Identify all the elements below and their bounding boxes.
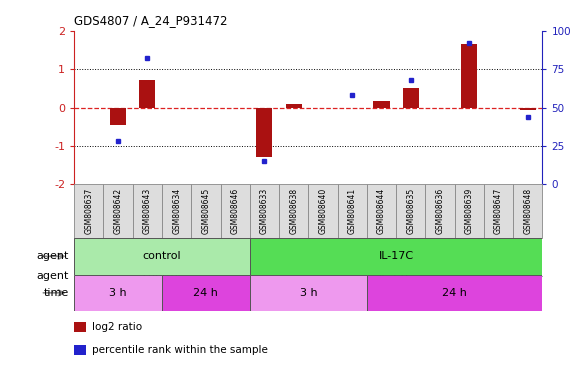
Bar — [367, 275, 542, 311]
Bar — [337, 184, 367, 238]
Bar — [74, 275, 162, 311]
Bar — [74, 238, 250, 275]
Text: GSM808639: GSM808639 — [465, 188, 474, 234]
Text: control: control — [143, 271, 182, 281]
Text: GSM808636: GSM808636 — [436, 188, 445, 234]
Bar — [162, 275, 250, 311]
Bar — [425, 184, 455, 238]
Text: percentile rank within the sample: percentile rank within the sample — [92, 345, 268, 355]
Bar — [74, 184, 103, 238]
Text: control: control — [143, 251, 182, 262]
Bar — [403, 88, 419, 108]
Bar — [110, 108, 126, 125]
Bar — [461, 44, 477, 108]
Bar — [191, 184, 220, 238]
Bar — [74, 345, 86, 355]
Text: GSM808638: GSM808638 — [289, 188, 298, 234]
Bar — [162, 184, 191, 238]
Text: GSM808640: GSM808640 — [319, 188, 328, 234]
Bar — [250, 238, 542, 275]
Bar — [484, 184, 513, 238]
Bar — [250, 275, 367, 311]
Text: 24 h: 24 h — [442, 288, 467, 298]
Bar — [373, 101, 389, 108]
Bar — [220, 184, 250, 238]
Bar — [256, 108, 272, 157]
Bar — [74, 322, 86, 332]
Text: time: time — [43, 288, 69, 298]
Text: GSM808633: GSM808633 — [260, 188, 269, 234]
Text: GSM808641: GSM808641 — [348, 188, 357, 234]
Text: IL-17C: IL-17C — [379, 251, 414, 262]
Text: log2 ratio: log2 ratio — [92, 322, 142, 332]
Text: GSM808637: GSM808637 — [85, 188, 94, 234]
Text: 3 h: 3 h — [109, 288, 127, 298]
Text: agent: agent — [36, 271, 69, 281]
Bar — [132, 184, 162, 238]
Bar — [396, 184, 425, 238]
Text: GSM808646: GSM808646 — [231, 188, 240, 234]
Text: GSM808645: GSM808645 — [202, 188, 211, 234]
Text: 3 h: 3 h — [300, 288, 317, 298]
Bar — [455, 184, 484, 238]
Text: GDS4807 / A_24_P931472: GDS4807 / A_24_P931472 — [74, 14, 228, 27]
Bar — [513, 184, 542, 238]
Bar — [250, 184, 279, 238]
Bar — [520, 108, 536, 110]
Bar — [367, 184, 396, 238]
Text: IL-17C: IL-17C — [379, 271, 414, 281]
Text: GSM808642: GSM808642 — [114, 188, 123, 234]
Text: GSM808648: GSM808648 — [523, 188, 532, 234]
Text: GSM808644: GSM808644 — [377, 188, 386, 234]
Text: GSM808643: GSM808643 — [143, 188, 152, 234]
Text: GSM808634: GSM808634 — [172, 188, 181, 234]
Bar — [308, 184, 337, 238]
Text: GSM808647: GSM808647 — [494, 188, 503, 234]
Bar — [286, 104, 301, 108]
Bar — [103, 184, 132, 238]
Text: GSM808635: GSM808635 — [406, 188, 415, 234]
Bar — [279, 184, 308, 238]
Text: 24 h: 24 h — [194, 288, 218, 298]
Text: agent: agent — [36, 251, 69, 262]
Bar — [139, 80, 155, 108]
